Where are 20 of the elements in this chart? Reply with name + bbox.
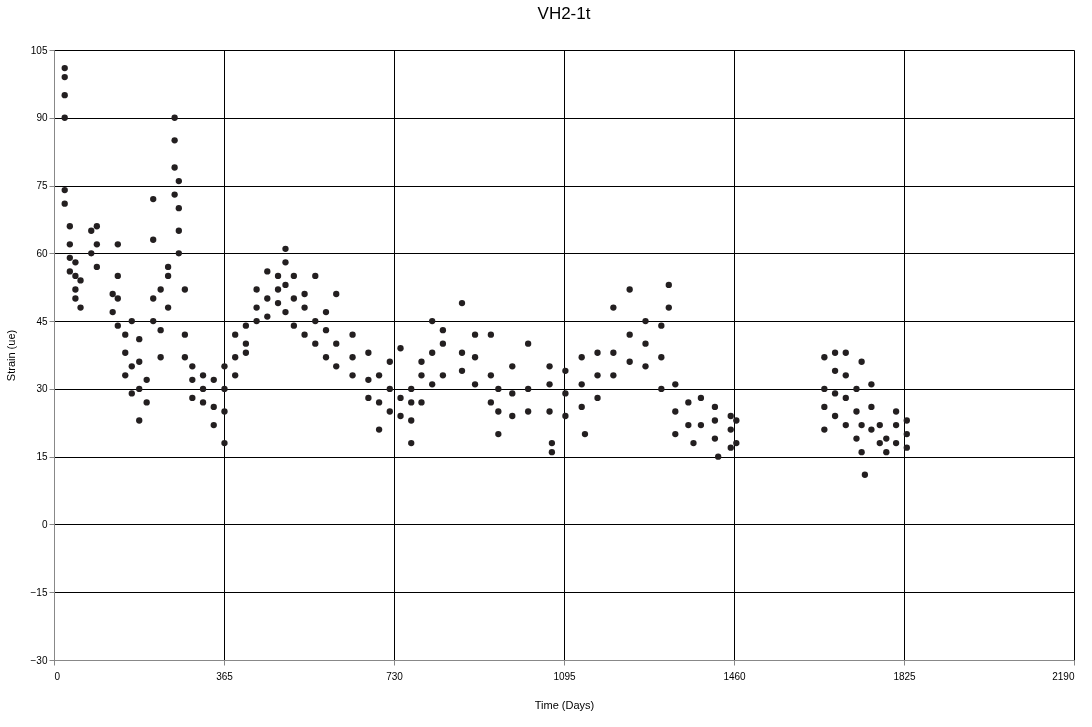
chart-title: VH2-1t — [537, 4, 591, 23]
x-axis-title: Time (Days) — [534, 698, 595, 711]
y-tick-label: −30 — [30, 654, 48, 666]
y-tick-label: 105 — [30, 44, 48, 56]
y-axis-title: Strain (ue) — [4, 329, 17, 382]
x-tick-label: 365 — [216, 670, 234, 682]
x-tick-label: 1095 — [553, 670, 577, 682]
x-tick-label: 1460 — [723, 670, 747, 682]
x-tick-label: 0 — [54, 670, 61, 682]
y-tick-label: 45 — [36, 315, 48, 327]
y-tick-label: 30 — [36, 383, 48, 395]
x-tick-label: 2190 — [1052, 670, 1075, 682]
y-tick-label: 0 — [41, 518, 48, 530]
y-tick-label: 15 — [36, 451, 48, 463]
y-tick-label: 60 — [36, 247, 48, 259]
y-tick-label: 75 — [36, 180, 48, 192]
x-tick-label: 1825 — [893, 670, 917, 682]
y-tick-label: −15 — [30, 586, 48, 598]
x-tick-label: 730 — [386, 670, 404, 682]
y-tick-label: 90 — [36, 112, 48, 124]
